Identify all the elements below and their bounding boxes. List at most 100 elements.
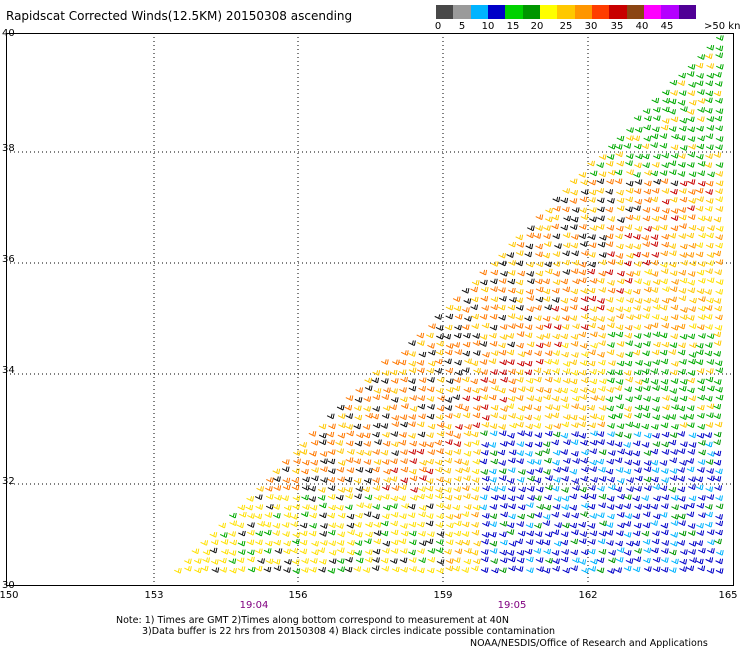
wind-barb	[578, 522, 587, 528]
wind-barb	[427, 404, 435, 410]
wind-barb	[551, 512, 560, 518]
wind-barb	[533, 459, 542, 466]
wind-barb	[499, 397, 508, 403]
wind-barb	[624, 386, 633, 393]
wind-barb	[453, 332, 462, 339]
wind-barb	[400, 458, 408, 464]
wind-barb	[713, 413, 722, 420]
wind-barb	[506, 359, 515, 366]
wind-barb	[229, 539, 238, 546]
wind-barb	[552, 431, 561, 438]
wind-barb	[534, 396, 543, 403]
wind-barb	[400, 567, 409, 573]
wind-barb	[497, 449, 506, 456]
wind-barb	[644, 485, 652, 492]
wind-barb	[362, 432, 371, 439]
wind-barb	[650, 234, 659, 241]
lat-label-34: 34	[2, 365, 15, 376]
wind-barb	[705, 180, 714, 187]
wind-barb	[408, 361, 417, 367]
wind-barb	[697, 413, 705, 419]
wind-barb	[652, 557, 661, 563]
wind-barb	[526, 530, 535, 537]
wind-barb	[624, 325, 633, 331]
wind-barb	[572, 278, 580, 285]
wind-barb	[580, 305, 589, 312]
wind-barb	[445, 430, 454, 437]
wind-barb	[272, 513, 281, 519]
wind-barb	[228, 550, 237, 556]
wind-barb	[679, 359, 687, 365]
wind-barb	[660, 262, 668, 268]
wind-barb	[588, 295, 597, 302]
wind-barb	[715, 188, 723, 195]
wind-barb	[562, 458, 571, 464]
wind-barb	[607, 513, 615, 520]
wind-barb	[641, 530, 650, 537]
wind-barb	[606, 440, 615, 446]
wind-barb	[571, 478, 580, 484]
wind-barb	[282, 484, 291, 491]
wind-barb	[561, 324, 570, 330]
wind-barb	[346, 430, 355, 437]
wind-barb	[255, 530, 263, 537]
wind-barb	[677, 496, 686, 502]
wind-barb	[696, 269, 705, 276]
wind-barb	[445, 387, 454, 393]
wind-barb	[524, 349, 533, 356]
wind-barb	[382, 541, 391, 547]
wind-barb	[498, 424, 506, 430]
wind-barb	[561, 504, 570, 511]
wind-barb	[515, 369, 524, 376]
wind-barb	[354, 522, 362, 528]
lon-label-153: 153	[144, 590, 164, 601]
wind-barb	[669, 197, 678, 203]
wind-barb	[669, 475, 678, 482]
wind-barb	[326, 431, 335, 438]
wind-barb	[454, 349, 463, 355]
wind-barb	[678, 295, 687, 302]
wind-barb	[659, 512, 668, 518]
wind-barb	[588, 566, 597, 572]
wind-barb	[644, 115, 652, 122]
wind-barb	[580, 324, 589, 330]
wind-barb	[526, 459, 535, 465]
wind-barb	[661, 208, 670, 214]
wind-barb	[686, 252, 695, 258]
wind-barb	[634, 394, 642, 401]
wind-barb	[408, 385, 417, 392]
wind-barb	[660, 124, 669, 131]
wind-barb	[713, 90, 722, 97]
wind-barb	[461, 376, 470, 383]
wind-barb	[535, 358, 544, 365]
wind-barb	[534, 350, 542, 357]
wind-barb	[409, 440, 418, 447]
wind-barb	[515, 395, 524, 401]
wind-barb	[678, 233, 687, 239]
wind-barb	[570, 538, 579, 545]
wind-barb	[516, 458, 524, 465]
wind-barb	[543, 469, 551, 475]
wind-barb	[362, 486, 371, 493]
wind-barb	[345, 557, 353, 563]
wind-barb	[579, 207, 587, 214]
wind-barb	[669, 457, 678, 464]
wind-barb	[688, 171, 697, 178]
wind-barb	[652, 484, 661, 490]
map-title: Rapidscat Corrected Winds(12.5KM) 201503…	[6, 9, 353, 23]
wind-barb	[678, 368, 686, 375]
wind-barb	[652, 107, 661, 113]
wind-barb	[515, 377, 524, 383]
wind-barb	[462, 540, 471, 546]
wind-barb	[605, 269, 614, 276]
wind-barb	[455, 424, 463, 430]
wind-barb	[426, 332, 434, 339]
wind-barb	[650, 322, 659, 329]
wind-barb	[471, 468, 480, 475]
wind-barb	[616, 189, 624, 196]
wind-barb	[590, 477, 598, 483]
wind-barb	[578, 369, 587, 376]
wind-barb	[372, 394, 381, 401]
wind-barb	[552, 261, 561, 267]
wind-barb	[578, 277, 587, 284]
